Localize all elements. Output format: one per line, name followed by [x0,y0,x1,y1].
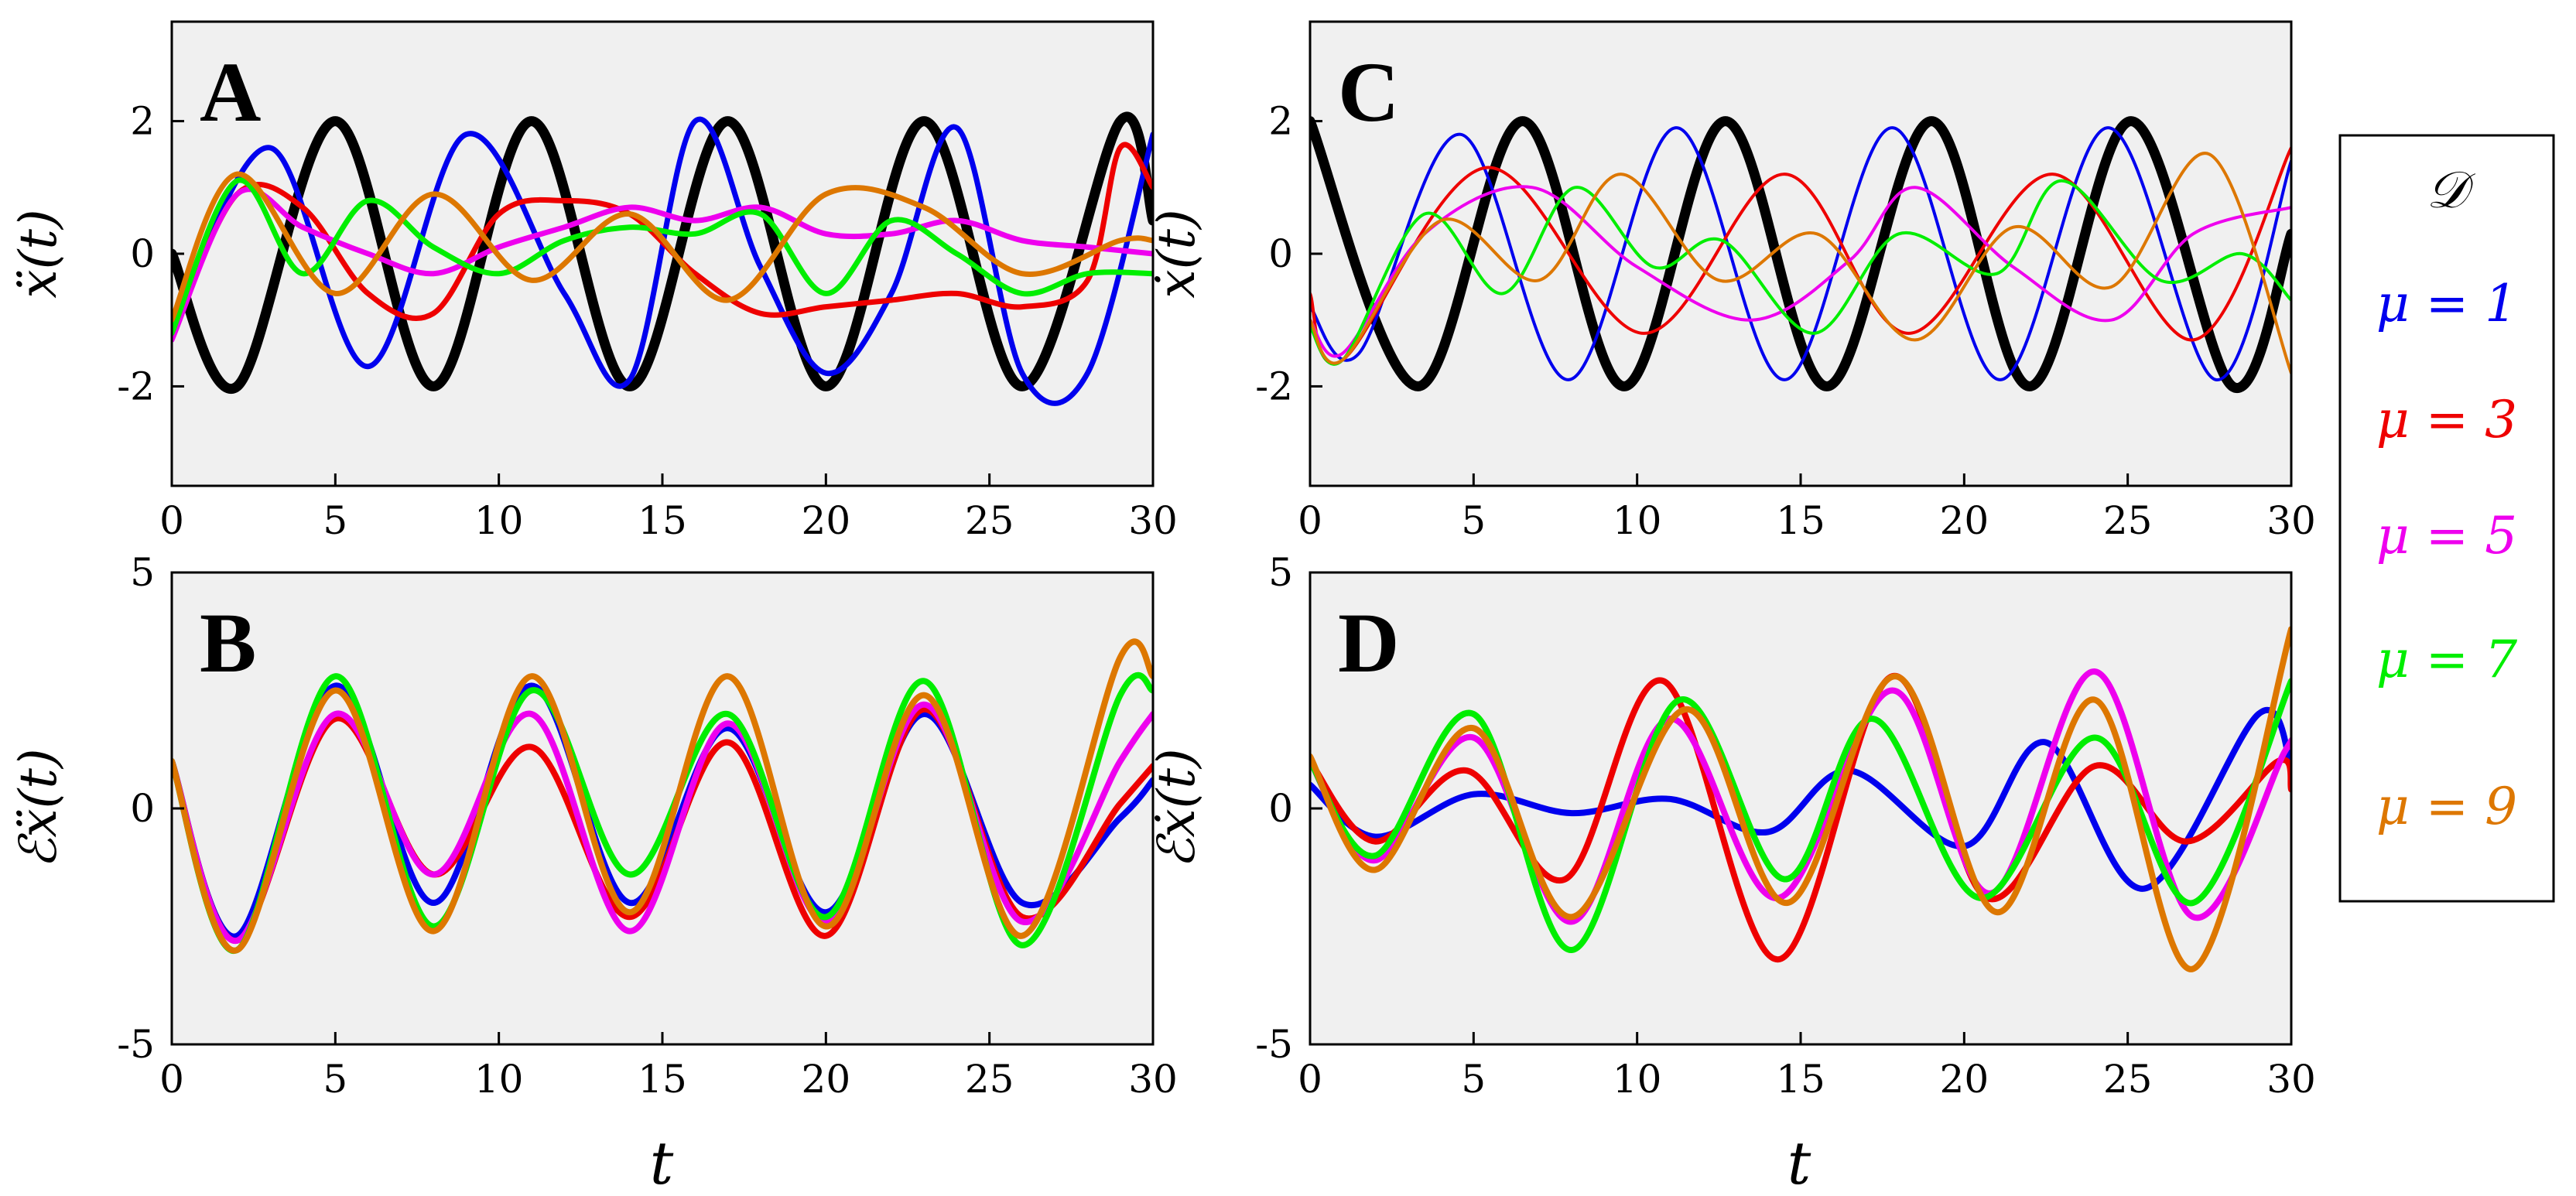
series-line-B-mu9 [172,638,1153,954]
series-line-D-mu9 [1310,626,2291,972]
y-tick-label: 5 [1268,550,1293,595]
x-tick-label: 0 [159,498,184,543]
legend-box [2338,134,2555,903]
panel-D-series [1310,626,2291,972]
panel-letter: B [200,596,256,690]
legend: 𝒟 μ = 1 μ = 3 μ = 5 μ = 7 μ = 9 [2338,134,2555,903]
series-line-B-mu7 [172,671,1153,954]
y-tick-label: -2 [1255,364,1293,408]
series-line-C-mu1 [1310,126,2291,381]
x-tick-label: 10 [1613,498,1662,543]
y-tick-label: -2 [117,364,155,408]
x-axis-label-left: t [650,1129,674,1196]
x-tick-label: 25 [965,1057,1014,1102]
x-tick-label: 5 [323,1057,347,1102]
series-line-A-mu7 [172,177,1153,337]
x-tick-label: 15 [638,1057,687,1102]
x-tick-label: 0 [1298,498,1322,543]
x-tick-label: 5 [323,498,347,543]
x-tick-label: 25 [965,498,1014,543]
series-line-C-mu7 [1310,179,2291,366]
series-line-B-mu5 [172,701,1153,944]
x-tick-label: 20 [1940,1057,1989,1102]
x-tick-label: 10 [1613,1057,1662,1102]
y-tick-label: 5 [130,550,155,595]
panel-letter: A [200,45,261,139]
x-tick-label: 15 [638,498,687,543]
series-line-A-truth [172,111,1153,394]
y-tick-label: -5 [117,1022,155,1067]
panel-letter: D [1338,596,1399,690]
x-tick-label: 10 [474,498,524,543]
x-tick-label: 25 [2103,1057,2153,1102]
series-line-A-mu9 [172,171,1153,323]
y-axis-label: ℰẋ(t) [1147,748,1206,868]
y-tick-label: 0 [130,786,155,831]
y-tick-label: 0 [1268,231,1293,276]
y-tick-label: 0 [1268,786,1293,831]
x-tick-label: 15 [1776,1057,1825,1102]
legend-entry-mu3: μ = 3 [2376,390,2517,449]
x-tick-label: 5 [1461,1057,1486,1102]
y-tick-label: 2 [1268,99,1293,144]
panel-A-series [172,111,1153,406]
legend-entry-mu5: μ = 5 [2376,506,2517,566]
legend-entry-mu9: μ = 9 [2376,777,2517,836]
x-tick-label: 30 [1128,498,1178,543]
y-tick-label: 2 [130,99,155,144]
panel-C-background [1310,22,2291,486]
x-tick-label: 20 [802,1057,851,1102]
legend-entry-mu1: μ = 1 [2376,274,2517,333]
series-line-C-mu9 [1310,152,2291,375]
panel-B-series [172,638,1153,954]
x-tick-label: 30 [2266,498,2316,543]
y-axis-label: ℰẍ(t) [9,748,68,868]
x-axis-label-right: t [1787,1129,1811,1196]
series-line-A-mu5 [172,186,1153,343]
legend-entry-mu7: μ = 7 [2376,630,2517,689]
y-axis-label: ẋ(t) [1147,209,1206,298]
x-tick-label: 20 [1940,498,1989,543]
panel-letter: C [1338,45,1399,139]
panel-B-background [172,572,1153,1044]
y-tick-label: -5 [1255,1022,1293,1067]
x-tick-label: 10 [474,1057,524,1102]
series-line-A-mu1 [172,116,1153,406]
x-tick-label: 30 [2266,1057,2316,1102]
x-tick-label: 25 [2103,498,2153,543]
y-axis-label: ẍ(t) [9,209,68,298]
y-tick-label: 0 [130,231,155,276]
x-tick-label: 0 [1298,1057,1322,1102]
x-tick-label: 20 [802,498,851,543]
x-tick-label: 15 [1776,498,1825,543]
panel-C-series [1310,116,2291,393]
x-tick-label: 0 [159,1057,184,1102]
x-tick-label: 30 [1128,1057,1178,1102]
x-tick-label: 5 [1461,498,1486,543]
